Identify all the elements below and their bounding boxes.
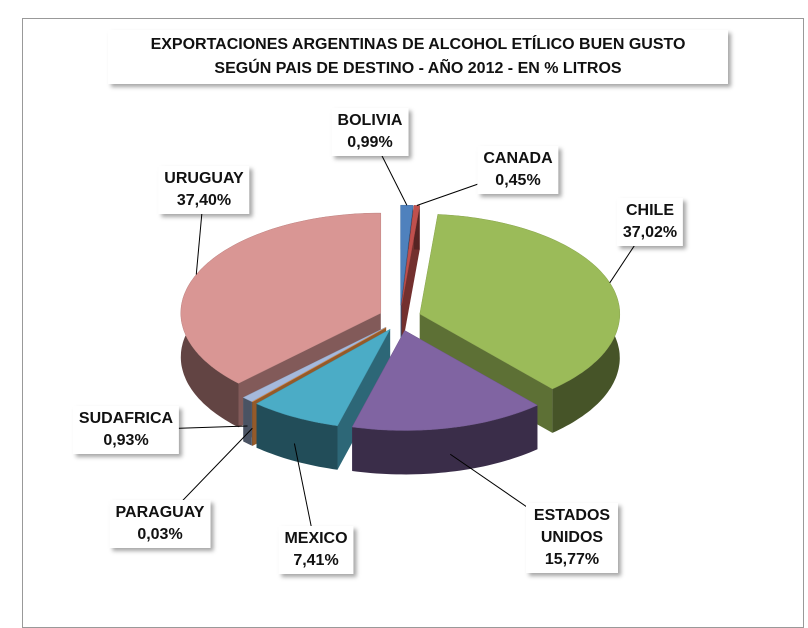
title-line: SEGÚN PAIS DE DESTINO - AÑO 2012 - EN % … <box>108 57 728 81</box>
category-label: CHILE <box>623 200 677 222</box>
value-label: 7,41% <box>284 550 347 572</box>
category-label: PARAGUAY <box>116 502 205 524</box>
category-label: MEXICO <box>284 528 347 550</box>
value-label: 0,99% <box>338 132 403 154</box>
title-line: EXPORTACIONES ARGENTINAS DE ALCOHOL ETÍL… <box>108 33 728 57</box>
value-label: 15,77% <box>532 549 612 571</box>
value-label: 0,03% <box>116 524 205 546</box>
value-label: 37,02% <box>623 222 677 244</box>
value-label: 0,93% <box>79 430 173 452</box>
category-label: BOLIVIA <box>338 110 403 132</box>
category-label: URUGUAY <box>164 168 243 190</box>
category-label: ESTADOS UNIDOS <box>532 505 612 549</box>
value-label: 0,45% <box>483 170 552 192</box>
slice-outer-wall <box>243 398 252 446</box>
category-label: SUDAFRICA <box>79 408 173 430</box>
value-label: 37,40% <box>164 190 243 212</box>
chart-title: EXPORTACIONES ARGENTINAS DE ALCOHOL ETÍL… <box>108 30 728 84</box>
category-label: CANADA <box>483 148 552 170</box>
